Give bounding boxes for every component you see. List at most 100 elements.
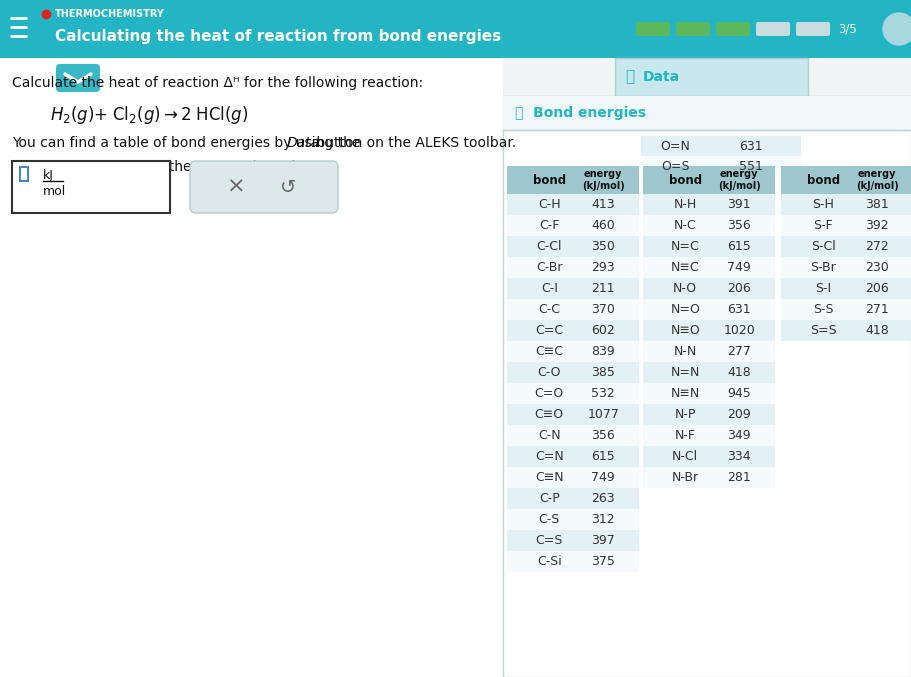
Text: N=O: N=O (670, 303, 701, 316)
Bar (507, 404, 639, 425)
Text: 271: 271 (865, 303, 889, 316)
Text: N=N: N=N (670, 366, 700, 379)
Text: 631: 631 (739, 139, 763, 152)
Bar (507, 551, 639, 572)
Text: 460: 460 (591, 219, 615, 232)
Text: S-Cl: S-Cl (811, 240, 835, 253)
Text: Calculating the heat of reaction from bond energies: Calculating the heat of reaction from bo… (55, 30, 501, 45)
Text: 263: 263 (591, 492, 615, 505)
Bar (643, 194, 775, 215)
Text: 356: 356 (591, 429, 615, 442)
Text: 293: 293 (591, 261, 615, 274)
Text: C=C: C=C (535, 324, 563, 337)
Text: 391: 391 (728, 198, 752, 211)
Text: 206: 206 (728, 282, 752, 295)
Bar (781, 166, 911, 194)
Bar (643, 425, 775, 446)
Bar (507, 215, 639, 236)
Text: 1077: 1077 (588, 408, 619, 421)
Text: C-P: C-P (539, 492, 559, 505)
Bar (12, 161, 170, 213)
Text: N-H: N-H (673, 198, 697, 211)
Text: 413: 413 (591, 198, 615, 211)
Text: 375: 375 (591, 555, 615, 568)
Text: C-Cl: C-Cl (537, 240, 562, 253)
Bar (507, 425, 639, 446)
Text: 418: 418 (865, 324, 889, 337)
Text: C≡C: C≡C (536, 345, 563, 358)
Text: S-H: S-H (813, 198, 834, 211)
Text: ↺: ↺ (280, 177, 296, 196)
Bar (507, 278, 639, 299)
Bar (781, 278, 911, 299)
Text: C-Si: C-Si (537, 555, 561, 568)
Bar (0, 0, 911, 58)
Text: 356: 356 (728, 219, 752, 232)
Text: N-N: N-N (673, 345, 697, 358)
Bar (507, 299, 639, 320)
Bar (507, 530, 639, 551)
Bar (643, 362, 775, 383)
Text: kJ: kJ (43, 169, 54, 182)
Text: 749: 749 (728, 261, 752, 274)
Text: S-I: S-I (815, 282, 832, 295)
Bar (507, 236, 639, 257)
Bar (643, 257, 775, 278)
Text: 370: 370 (591, 303, 615, 316)
Bar (507, 383, 639, 404)
Text: 615: 615 (728, 240, 752, 253)
Text: 381: 381 (865, 198, 889, 211)
Bar (643, 166, 775, 194)
Text: O=N: O=N (660, 139, 690, 152)
FancyBboxPatch shape (796, 22, 830, 36)
Bar (643, 404, 775, 425)
FancyBboxPatch shape (636, 22, 670, 36)
Text: N≡O: N≡O (670, 324, 701, 337)
Text: N=C: N=C (670, 240, 700, 253)
Bar (503, 96, 911, 130)
Text: bond: bond (669, 173, 701, 186)
Text: 418: 418 (728, 366, 752, 379)
Bar (643, 236, 775, 257)
Bar (507, 362, 639, 383)
Text: C-Br: C-Br (536, 261, 562, 274)
Text: C-N: C-N (537, 429, 560, 442)
Text: Data: Data (643, 70, 681, 84)
Bar (507, 320, 639, 341)
Bar (643, 467, 775, 488)
Text: 749: 749 (591, 471, 615, 484)
Bar (503, 58, 911, 677)
Text: C-F: C-F (539, 219, 559, 232)
Circle shape (883, 13, 911, 45)
Bar (643, 341, 775, 362)
Text: ⦀: ⦀ (625, 70, 634, 85)
Text: 277: 277 (727, 345, 752, 358)
Text: ⦀  Bond energies: ⦀ Bond energies (515, 106, 646, 120)
Text: 350: 350 (591, 240, 615, 253)
Bar (781, 320, 911, 341)
Bar (20, 167, 28, 181)
Text: 945: 945 (728, 387, 752, 400)
Bar (643, 299, 775, 320)
Text: S-S: S-S (813, 303, 834, 316)
Text: $H_2(g)$$ + \;\mathrm{Cl}_2(g) \rightarrow 2\;\mathrm{HCl}(g)$: $H_2(g)$$ + \;\mathrm{Cl}_2(g) \rightarr… (50, 104, 249, 126)
FancyBboxPatch shape (56, 64, 100, 92)
Bar (781, 194, 911, 215)
Text: 206: 206 (865, 282, 889, 295)
Text: 602: 602 (591, 324, 615, 337)
Text: You can find a table of bond energies by using the: You can find a table of bond energies by… (12, 136, 364, 150)
Text: 532: 532 (591, 387, 615, 400)
Text: 615: 615 (591, 450, 615, 463)
Text: N-P: N-P (674, 408, 696, 421)
Text: 839: 839 (591, 345, 615, 358)
Bar (507, 341, 639, 362)
Text: S=S: S=S (810, 324, 836, 337)
Bar (641, 156, 801, 176)
Text: C-C: C-C (538, 303, 560, 316)
Text: energy
(kJ/mol): energy (kJ/mol) (582, 169, 625, 191)
Bar (781, 215, 911, 236)
Text: 281: 281 (728, 471, 752, 484)
Text: C-H: C-H (537, 198, 560, 211)
Text: bond: bond (806, 173, 840, 186)
Text: 551: 551 (739, 160, 763, 173)
